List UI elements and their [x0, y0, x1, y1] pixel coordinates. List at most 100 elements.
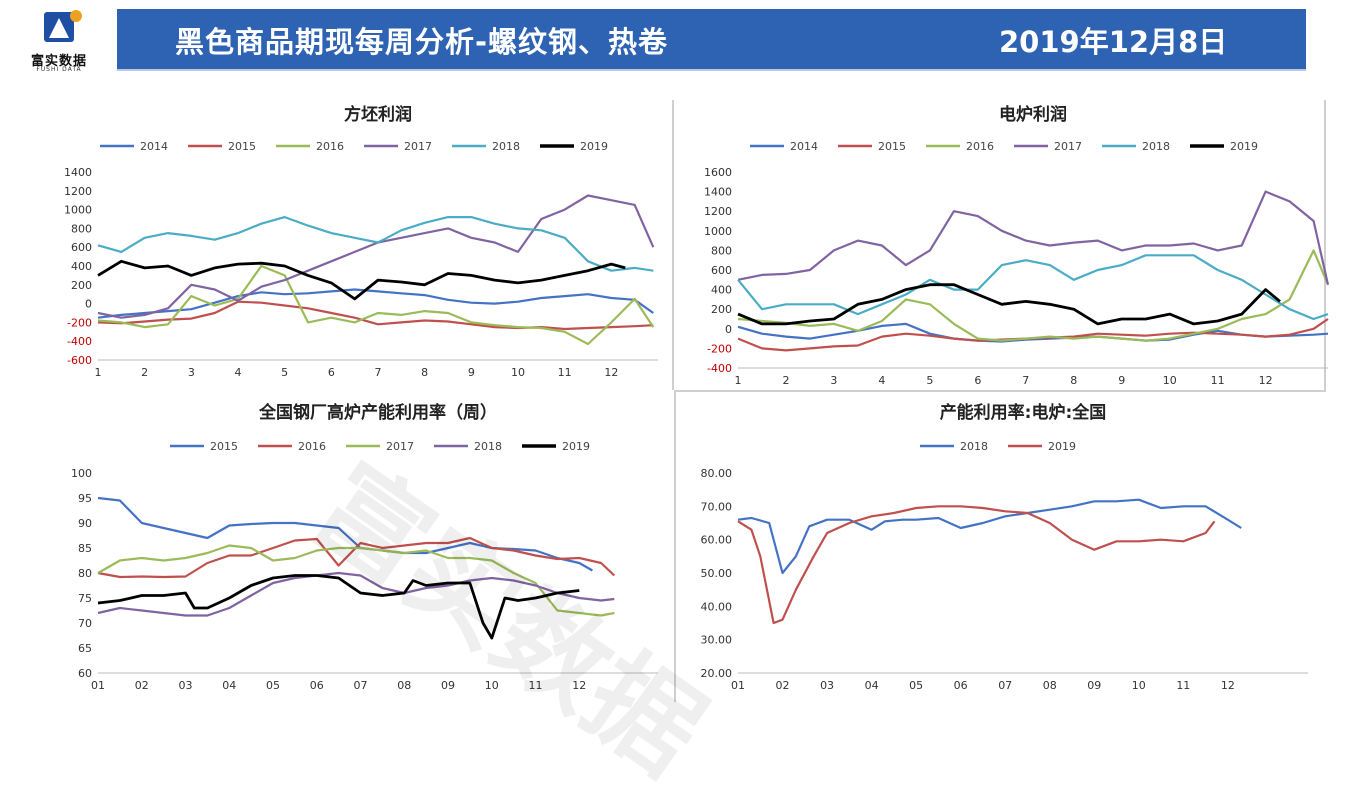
chart-title: 方坯利润: [344, 104, 412, 125]
x-tick-label: 7: [1022, 374, 1029, 387]
x-tick-label: 9: [468, 366, 475, 379]
y-tick-label: 60: [78, 667, 92, 680]
y-tick-label: 95: [78, 492, 92, 505]
y-tick-label: 30.00: [701, 634, 733, 647]
y-tick-label: 70.00: [701, 500, 733, 513]
x-tick-label: 1: [735, 374, 742, 387]
series-line-2017: [97, 194, 655, 319]
legend-label: 2014: [790, 140, 818, 153]
legend-label: 2016: [966, 140, 994, 153]
series-line-2018: [97, 571, 615, 617]
x-tick-label: 01: [731, 679, 745, 692]
x-tick-label: 11: [558, 366, 572, 379]
y-tick-label: 85: [78, 542, 92, 555]
logo-name: 富实数据: [30, 54, 87, 69]
x-tick-label: 10: [485, 679, 499, 692]
x-tick-label: 1: [95, 366, 102, 379]
x-tick-label: 01: [91, 679, 105, 692]
y-tick-label: 600: [711, 264, 732, 277]
y-tick-label: 80.00: [701, 467, 733, 480]
report-date: 2019年12月8日: [999, 25, 1228, 59]
x-tick-label: 06: [954, 679, 968, 692]
y-tick-label: 600: [71, 241, 92, 254]
series-line-2016: [737, 249, 1330, 342]
y-tick-label: 40.00: [701, 600, 733, 613]
series-line-2019: [97, 574, 580, 640]
x-tick-label: 11: [1211, 374, 1225, 387]
panel-divider-mid: [674, 390, 1324, 392]
legend-label: 2017: [386, 440, 414, 453]
x-tick-label: 11: [529, 679, 543, 692]
y-tick-label: 50.00: [701, 567, 733, 580]
x-tick-label: 5: [926, 374, 933, 387]
y-tick-label: 1400: [64, 166, 92, 179]
y-tick-label: 60.00: [701, 534, 733, 547]
chart-title: 产能利用率:电炉:全国: [940, 402, 1107, 423]
legend-label: 2019: [562, 440, 590, 453]
x-tick-label: 02: [135, 679, 149, 692]
y-tick-label: 800: [71, 222, 92, 235]
series-line-2015: [97, 496, 593, 572]
logo-subtitle: FUSHI DATA: [36, 66, 82, 73]
x-tick-label: 4: [878, 374, 885, 387]
y-tick-label: 80: [78, 567, 92, 580]
x-tick-label: 10: [1163, 374, 1177, 387]
y-tick-label: 100: [71, 467, 92, 480]
chart-eaf-utilization: 产能利用率:电炉:全国 2018 2019 80.00 70.00 60.00 50.00 4…: [701, 402, 1308, 692]
x-tick-label: 05: [909, 679, 923, 692]
header-divider: [117, 69, 1306, 71]
x-tick-label: 12: [572, 679, 586, 692]
legend-label: 2015: [210, 440, 238, 453]
x-tick-label: 08: [1043, 679, 1057, 692]
legend-label: 2018: [960, 440, 988, 453]
x-tick-label: 08: [397, 679, 411, 692]
series-line-2019: [737, 283, 1281, 326]
series-line-2018: [737, 498, 1242, 575]
y-tick-label: 1200: [64, 185, 92, 198]
legend-label: 2018: [492, 140, 520, 153]
x-tick-label: 09: [1087, 679, 1101, 692]
panel-divider-top: [672, 100, 674, 390]
series-line-2016: [97, 264, 655, 346]
legend-label: 2018: [474, 440, 502, 453]
panel-divider-bottom: [674, 392, 676, 702]
series-line-2017: [737, 190, 1330, 285]
series-line-2016: [97, 536, 616, 579]
x-tick-label: 5: [281, 366, 288, 379]
legend-label: 2019: [1230, 140, 1258, 153]
chart-title: 全国钢厂高炉产能利用率（周）: [258, 402, 497, 423]
x-tick-label: 8: [1070, 374, 1077, 387]
x-tick-label: 12: [1221, 679, 1235, 692]
x-tick-label: 3: [188, 366, 195, 379]
legend-label: 2018: [1142, 140, 1170, 153]
legend-label: 2015: [228, 140, 256, 153]
x-tick-label: 8: [421, 366, 428, 379]
y-tick-label: -400: [67, 335, 92, 348]
series-line-2015: [97, 300, 654, 331]
y-tick-label: -200: [707, 342, 732, 355]
y-tick-label: 400: [71, 260, 92, 273]
y-tick-label: -600: [67, 354, 92, 367]
x-tick-label: 03: [179, 679, 193, 692]
logo-mark: [44, 10, 82, 42]
panel-border-right: [1324, 100, 1326, 392]
series-line-2019: [737, 505, 1216, 625]
legend-label: 2017: [404, 140, 432, 153]
y-tick-label: 400: [711, 284, 732, 297]
x-tick-label: 6: [974, 374, 981, 387]
y-tick-label: 1000: [704, 225, 732, 238]
y-tick-label: 0: [725, 323, 732, 336]
x-tick-label: 2: [782, 374, 789, 387]
x-tick-label: 02: [776, 679, 790, 692]
legend-label: 2016: [316, 140, 344, 153]
legend-label: 2015: [878, 140, 906, 153]
legend-label: 2019: [580, 140, 608, 153]
x-tick-label: 07: [998, 679, 1012, 692]
y-tick-label: -400: [707, 362, 732, 375]
y-tick-label: 1600: [704, 166, 732, 179]
series-line-2019: [97, 259, 626, 301]
x-tick-label: 12: [604, 366, 618, 379]
x-tick-label: 6: [328, 366, 335, 379]
